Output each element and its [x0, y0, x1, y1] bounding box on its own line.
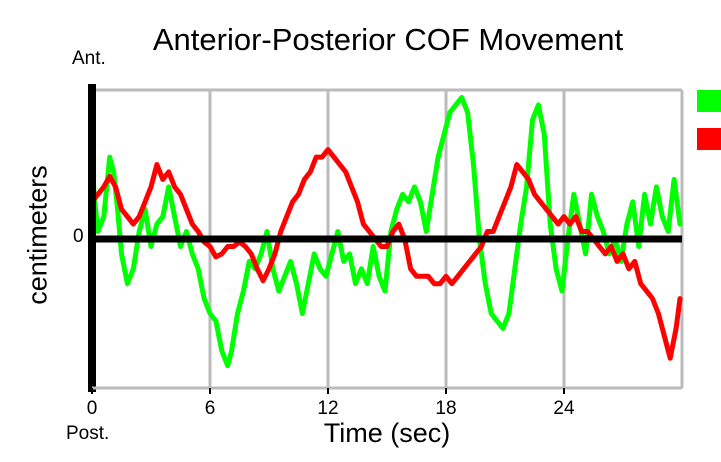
x-tick-label: 6 — [205, 398, 216, 419]
legend-swatch-2 — [697, 128, 721, 150]
x-tick-label: 12 — [317, 398, 338, 419]
y-bottom-label: Post. — [66, 423, 110, 444]
x-tick-label: 24 — [553, 398, 575, 419]
x-tick-label: 0 — [87, 398, 98, 419]
y-axis-label: centimeters — [22, 165, 53, 305]
x-axis-label: Time (sec) — [323, 418, 451, 448]
y-zero-label: 0 — [73, 226, 84, 247]
chart-title: Anterior-Posterior COF Movement — [152, 22, 624, 57]
series-line-2 — [89, 147, 683, 361]
y-top-label: Ant. — [72, 48, 106, 69]
x-tick-label: 18 — [435, 398, 456, 419]
series-line-1 — [89, 95, 683, 369]
legend-swatch-1 — [697, 90, 721, 112]
